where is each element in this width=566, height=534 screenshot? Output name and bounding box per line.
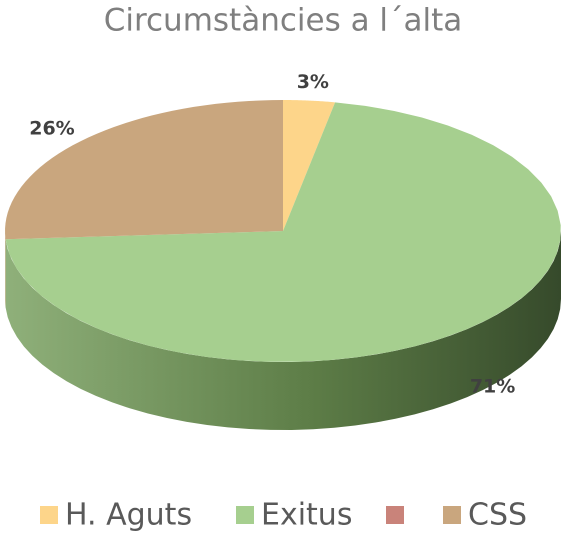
data-label: 71% [470,376,515,398]
pie-slice [5,100,284,240]
legend-label: Exitus [261,498,352,533]
pie-slice [5,102,561,362]
legend-swatch [236,506,254,524]
legend-swatch [40,506,58,524]
legend-swatch [386,506,404,524]
pie-slice [283,100,336,231]
legend-label: CSS [468,498,527,533]
data-label: 3% [297,71,329,93]
legend-label: H. Aguts [65,498,192,533]
legend-swatch [443,506,461,524]
pie-side [5,231,562,430]
data-label: 26% [29,117,74,139]
chart-title: Circumstàncies a l´alta [104,3,463,39]
pie-side [5,231,6,308]
